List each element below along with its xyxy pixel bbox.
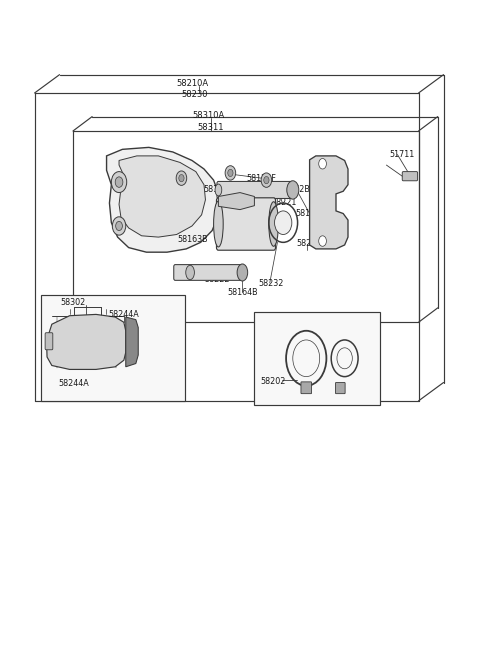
Text: 58172B: 58172B	[280, 185, 311, 195]
Text: 58222: 58222	[204, 274, 230, 284]
Text: 58164B: 58164B	[227, 288, 258, 297]
Text: 58310A: 58310A	[192, 111, 225, 121]
FancyBboxPatch shape	[301, 382, 312, 394]
Text: 58163B: 58163B	[203, 185, 234, 195]
Circle shape	[111, 172, 127, 193]
Circle shape	[179, 175, 184, 182]
Ellipse shape	[237, 264, 248, 281]
Circle shape	[319, 159, 326, 169]
Ellipse shape	[214, 201, 223, 247]
Circle shape	[264, 176, 269, 184]
Text: 58302: 58302	[60, 298, 85, 307]
Text: 58164B: 58164B	[296, 209, 326, 218]
Circle shape	[319, 236, 326, 246]
Text: 58202: 58202	[260, 377, 285, 386]
Text: 58233: 58233	[296, 239, 321, 248]
Text: 58125: 58125	[139, 196, 164, 205]
Polygon shape	[107, 147, 218, 252]
Circle shape	[112, 217, 126, 235]
Bar	[41, 295, 185, 401]
Circle shape	[228, 169, 233, 177]
FancyBboxPatch shape	[174, 265, 244, 280]
Text: 58235B: 58235B	[241, 223, 272, 232]
Text: 58244A: 58244A	[108, 310, 139, 319]
FancyBboxPatch shape	[402, 172, 418, 181]
Circle shape	[116, 221, 122, 231]
Circle shape	[115, 177, 123, 187]
Circle shape	[275, 211, 292, 234]
FancyBboxPatch shape	[45, 333, 53, 350]
Ellipse shape	[215, 184, 222, 196]
Text: 58163B: 58163B	[178, 235, 208, 244]
Text: 58244A: 58244A	[58, 379, 89, 388]
Text: 58311: 58311	[197, 122, 224, 132]
Ellipse shape	[186, 265, 194, 280]
Text: 58210A: 58210A	[176, 79, 208, 88]
Circle shape	[261, 173, 272, 187]
FancyBboxPatch shape	[217, 181, 294, 198]
Polygon shape	[310, 156, 348, 249]
Circle shape	[225, 166, 236, 180]
Text: 58232: 58232	[259, 279, 284, 288]
Ellipse shape	[269, 202, 278, 246]
FancyBboxPatch shape	[216, 198, 276, 250]
Text: 58221: 58221	[272, 198, 297, 207]
Text: 51711: 51711	[390, 150, 415, 159]
Polygon shape	[47, 314, 126, 369]
Circle shape	[176, 171, 187, 185]
Polygon shape	[218, 193, 254, 210]
Polygon shape	[126, 317, 138, 367]
Polygon shape	[119, 156, 205, 237]
Text: 58125F: 58125F	[247, 174, 276, 183]
Bar	[254, 312, 380, 405]
Text: 58230: 58230	[181, 90, 208, 100]
Ellipse shape	[287, 181, 299, 199]
FancyBboxPatch shape	[336, 383, 345, 394]
